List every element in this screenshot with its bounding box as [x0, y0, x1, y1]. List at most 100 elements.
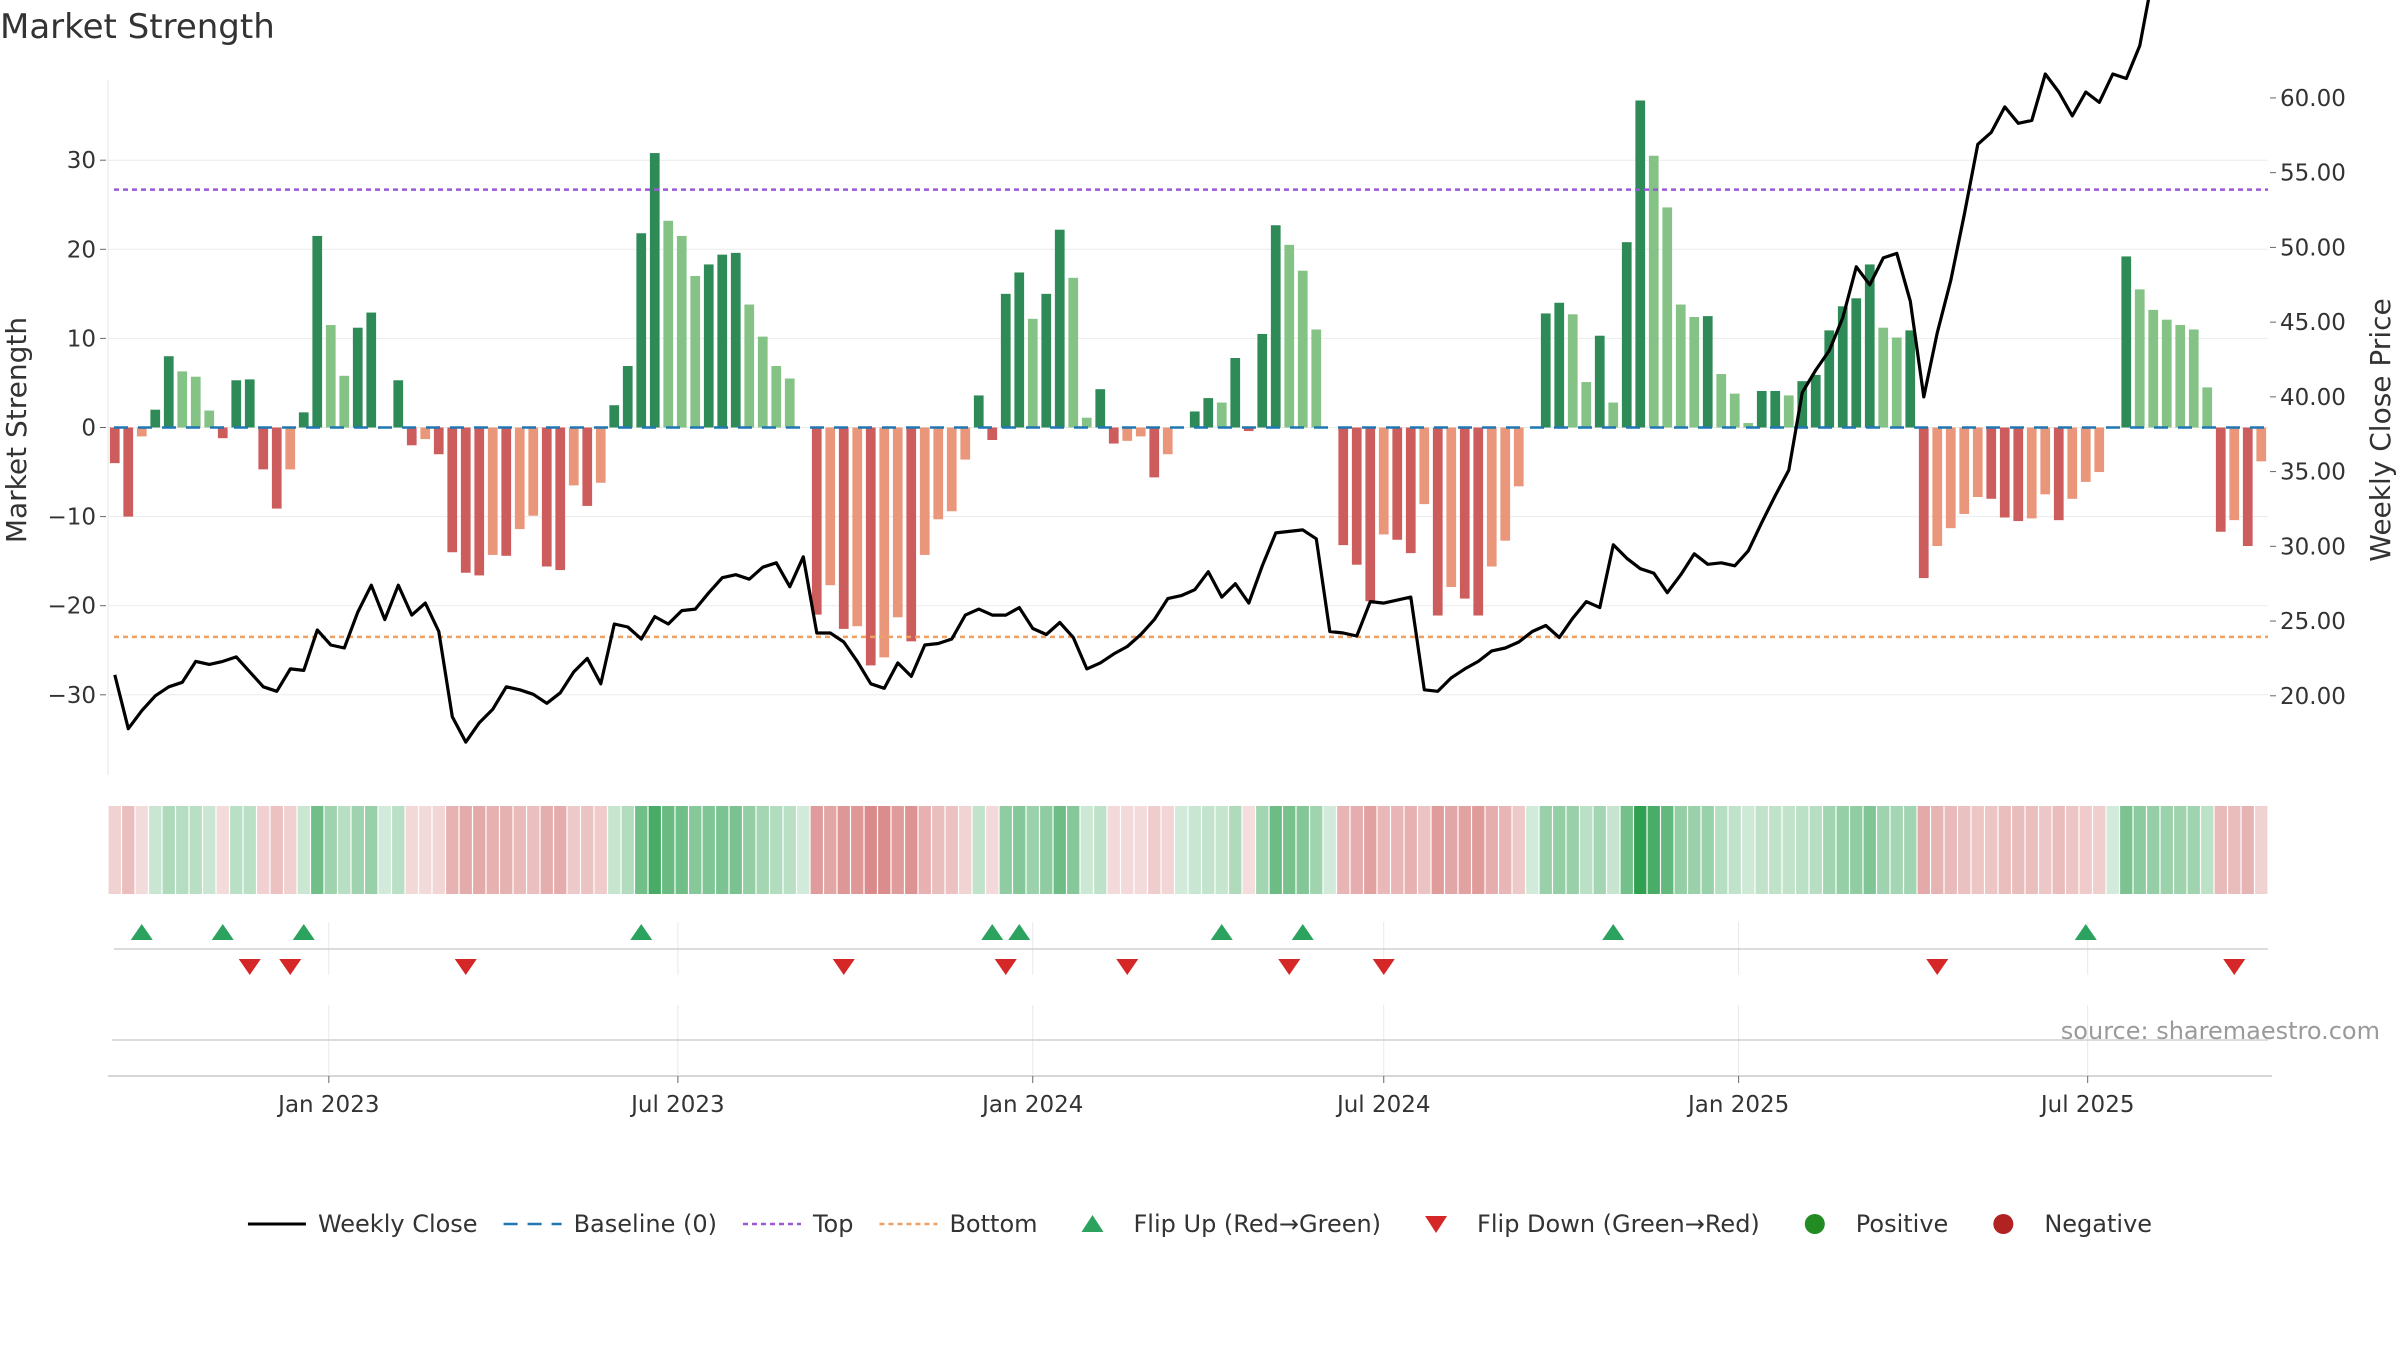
strength-bar — [1540, 313, 1551, 428]
flip-up-marker — [211, 924, 234, 940]
strength-strip-cell — [864, 806, 877, 894]
strength-bar — [1135, 427, 1146, 437]
strength-bar — [1068, 277, 1079, 428]
strength-bar — [1108, 427, 1119, 444]
strength-bar — [919, 427, 930, 555]
strength-bar — [312, 235, 323, 428]
strength-bar — [609, 405, 620, 428]
strength-bar — [406, 427, 417, 446]
strength-bar — [1014, 272, 1025, 428]
strength-strip-cell — [1256, 806, 1269, 894]
flip-down-marker — [1116, 959, 1139, 975]
strength-bar — [568, 427, 579, 486]
strength-bar — [1338, 427, 1349, 546]
strength-strip-cell — [1188, 806, 1201, 894]
legend-label: Negative — [2044, 1210, 2152, 1238]
strength-strip-cell — [1094, 806, 1107, 894]
strength-bar — [1446, 427, 1457, 587]
strength-bar — [1648, 155, 1659, 428]
strength-bar — [1878, 327, 1889, 428]
strength-bar — [2026, 427, 2037, 519]
strength-strip-cell — [108, 806, 121, 894]
strength-bar — [2013, 427, 2024, 522]
strength-strip-cell — [1863, 806, 1876, 894]
strength-strip-cell — [810, 806, 823, 894]
strength-bar — [136, 427, 147, 437]
flip-up-marker — [2074, 924, 2097, 940]
y2-tick-label: 25.00 — [2280, 609, 2346, 635]
strength-strip-cell — [2093, 806, 2106, 894]
strength-strip-cell — [824, 806, 837, 894]
strength-bar — [730, 252, 741, 428]
strength-strip-cell — [122, 806, 135, 894]
strength-strip-cell — [2228, 806, 2241, 894]
y2-tick-label: 20.00 — [2280, 684, 2346, 710]
strength-bar — [906, 427, 917, 642]
strength-strip-cell — [2147, 806, 2160, 894]
strength-strip-cell — [932, 806, 945, 894]
strength-bar — [1959, 427, 1970, 514]
strength-strip-cell — [243, 806, 256, 894]
strength-bar — [258, 427, 269, 470]
strength-bar — [325, 325, 336, 428]
strength-strip-cell — [837, 806, 850, 894]
flip-marker-layer — [130, 924, 2246, 975]
strength-strip-cell — [1269, 806, 1282, 894]
strength-strip-cell — [230, 806, 243, 894]
strength-bar — [1905, 330, 1916, 428]
y2-tick-label: 45.00 — [2280, 310, 2346, 336]
strength-strip-cell — [986, 806, 999, 894]
strength-strip-cell — [1688, 806, 1701, 894]
strength-strip-cell — [567, 806, 580, 894]
strength-bar — [2242, 427, 2253, 547]
strength-bar — [1797, 381, 1808, 428]
strength-bar — [838, 427, 849, 629]
strength-bar — [1662, 207, 1673, 428]
strength-bar — [2161, 319, 2172, 428]
strength-bar — [150, 409, 161, 428]
strength-strip-cell — [1742, 806, 1755, 894]
strength-strip-cell — [1215, 806, 1228, 894]
strength-strip-cell — [392, 806, 405, 894]
strength-strip-cell — [297, 806, 310, 894]
strength-strip-cell — [2120, 806, 2133, 894]
chart-title: Market Strength — [0, 7, 275, 47]
y2-tick-label: 60.00 — [2280, 86, 2346, 112]
flip-down-marker — [238, 959, 261, 975]
strength-bar — [298, 412, 309, 428]
strength-strip-cell — [675, 806, 688, 894]
strength-strip-cell — [621, 806, 634, 894]
flip-up-marker — [1008, 924, 1031, 940]
strength-strip-cell — [2106, 806, 2119, 894]
strength-strip-cell — [2214, 806, 2227, 894]
strength-bar — [690, 276, 701, 428]
strength-strip-cell — [729, 806, 742, 894]
strength-bar — [460, 427, 471, 573]
strength-strip-cell — [1877, 806, 1890, 894]
strength-strip-cell — [1782, 806, 1795, 894]
strength-bar — [1891, 337, 1902, 428]
strength-bar — [2148, 309, 2159, 428]
flip-up-marker — [630, 924, 653, 940]
strength-bar — [1743, 423, 1754, 428]
strength-strip-cell — [149, 806, 162, 894]
strength-strip-cell — [527, 806, 540, 894]
strength-bar — [1635, 100, 1646, 428]
strength-bar — [1999, 427, 2010, 518]
strength-strip-cell — [486, 806, 499, 894]
strength-strip-cell — [1202, 806, 1215, 894]
legend-swatch-circle — [1993, 1214, 2014, 1234]
strength-strip-cell — [1148, 806, 1161, 894]
strength-strip-cell — [1364, 806, 1377, 894]
strength-strip-cell — [1485, 806, 1498, 894]
strength-strip-cell — [1350, 806, 1363, 894]
strength-strip-cell — [162, 806, 175, 894]
strength-bar — [865, 427, 876, 666]
strength-strip-cell — [419, 806, 432, 894]
y-tick-label: 0 — [81, 416, 96, 442]
strength-bar — [1594, 335, 1605, 428]
strength-bar — [879, 427, 890, 658]
x-tick-label: Jul 2025 — [2039, 1092, 2135, 1118]
strength-bar — [163, 356, 174, 428]
strength-strip-cell — [1458, 806, 1471, 894]
